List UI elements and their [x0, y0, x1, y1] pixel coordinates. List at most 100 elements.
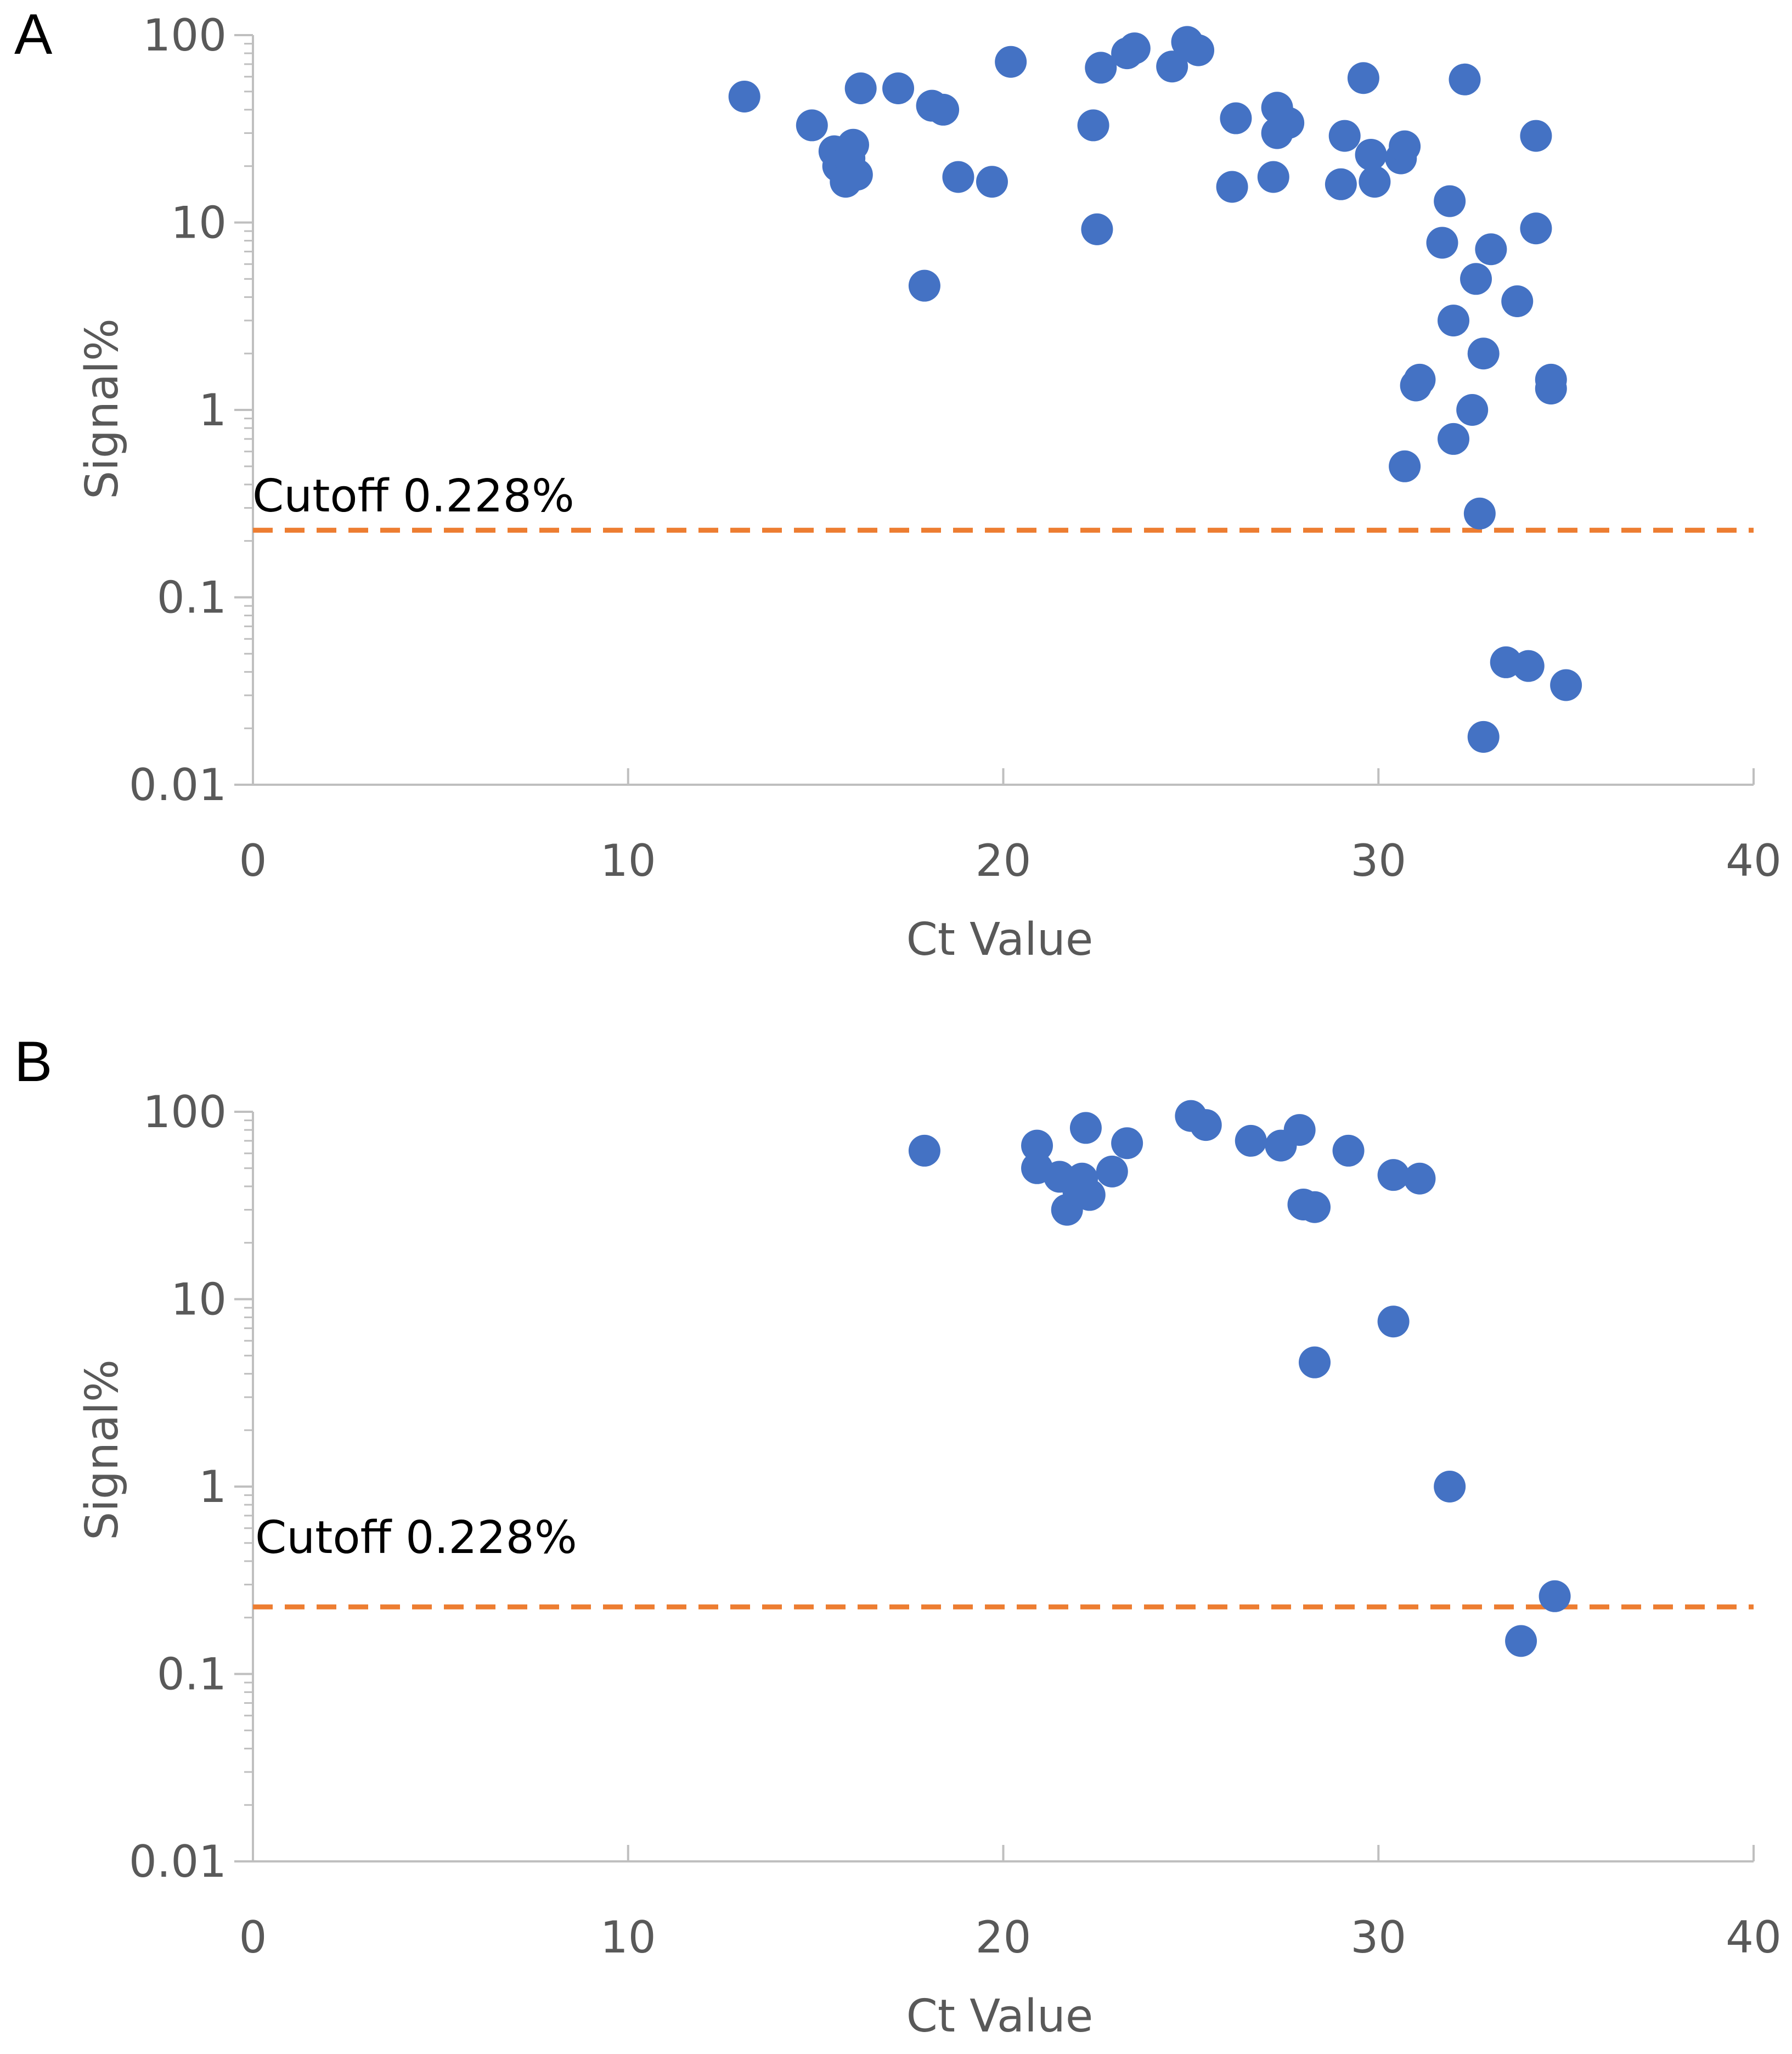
data-point — [976, 166, 1008, 198]
data-point — [844, 72, 877, 104]
data-point — [1347, 62, 1379, 94]
plot-area-b: 0.01 0.1 1 10 100 0 10 20 30 40 — [129, 1087, 1782, 1963]
data-point — [1438, 423, 1469, 455]
data-point — [1449, 63, 1481, 95]
data-point — [1299, 1346, 1331, 1378]
data-point — [1096, 1155, 1128, 1188]
data-point — [1216, 171, 1248, 203]
data-point — [1332, 1134, 1365, 1167]
y-tick-label: 0.01 — [129, 1836, 227, 1887]
data-point — [837, 128, 869, 161]
data-point — [1389, 130, 1421, 162]
data-point — [1077, 109, 1109, 142]
data-point — [1283, 1114, 1316, 1146]
data-point — [728, 80, 760, 112]
data-point — [908, 269, 940, 302]
data-point — [841, 159, 873, 191]
data-point — [995, 46, 1027, 78]
data-point — [1355, 138, 1387, 171]
x-tick-label: 40 — [1726, 835, 1782, 886]
data-point — [1460, 263, 1492, 295]
data-point — [1085, 52, 1117, 84]
panel-label: A — [14, 3, 53, 66]
y-tick-label: 1 — [199, 385, 227, 436]
data-point — [1182, 34, 1215, 66]
y-minor-ticks — [244, 1119, 253, 1806]
x-tick-label: 30 — [1350, 835, 1406, 886]
data-point — [1328, 120, 1361, 152]
data-point — [1220, 102, 1252, 134]
data-point — [1377, 1305, 1410, 1338]
data-point — [1467, 721, 1500, 753]
y-tick-label: 10 — [171, 1274, 227, 1325]
data-point — [1520, 120, 1552, 152]
x-axis-title: Ct Value — [906, 914, 1094, 966]
data-point — [1539, 1580, 1571, 1612]
y-tick-label: 100 — [143, 10, 227, 61]
data-point — [1475, 233, 1507, 266]
data-point — [1404, 363, 1436, 396]
x-tick-label: 40 — [1726, 1912, 1782, 1963]
panel-a: A 0.01 0.1 1 10 100 0 10 20 30 40 Ct Value Signal… — [14, 3, 1782, 966]
data-point — [1272, 106, 1305, 139]
data-points — [908, 1100, 1571, 1657]
y-axis-title: Signal% — [76, 1359, 128, 1540]
data-point — [1434, 1471, 1466, 1502]
x-tick-label: 0 — [239, 835, 267, 886]
data-point — [1434, 185, 1466, 217]
y-tick-label: 100 — [143, 1087, 227, 1138]
data-point — [1235, 1124, 1267, 1157]
y-tick-label: 0.01 — [129, 759, 227, 811]
data-point — [1377, 1159, 1410, 1191]
data-point — [908, 1134, 940, 1167]
data-point — [1257, 161, 1289, 193]
data-point — [1073, 1179, 1106, 1211]
y-tick-label: 0.1 — [157, 572, 227, 623]
data-point — [1456, 394, 1489, 426]
chart-b-svg: B 0.01 0.1 1 10 100 0 10 20 30 40 Ct Value Signal… — [14, 1030, 1782, 2042]
x-tick-label: 10 — [600, 835, 656, 886]
x-tick-label: 30 — [1350, 1912, 1406, 1963]
data-point — [1426, 227, 1458, 259]
x-tick-label: 20 — [976, 835, 1032, 886]
data-point — [1535, 373, 1567, 405]
data-point — [1389, 450, 1421, 482]
x-axis-title: Ct Value — [906, 1990, 1094, 2042]
panel-b: B 0.01 0.1 1 10 100 0 10 20 30 40 Ct Value Signal… — [0, 1027, 1792, 2054]
data-point — [1190, 1109, 1222, 1141]
data-point — [1111, 1127, 1143, 1160]
data-point — [1325, 168, 1357, 200]
data-point — [1299, 1191, 1331, 1223]
data-point — [882, 72, 915, 104]
data-point — [1118, 32, 1151, 65]
panel-label: B — [14, 1030, 52, 1094]
cutoff-label: Cutoff 0.228% — [252, 470, 574, 522]
cutoff-label: Cutoff 0.228% — [255, 1512, 577, 1564]
data-point — [1156, 50, 1188, 83]
chart-a-svg: A 0.01 0.1 1 10 100 0 10 20 30 40 Ct Value Signal… — [14, 3, 1782, 966]
y-tick-label: 0.1 — [157, 1649, 227, 1700]
y-axis-title: Signal% — [76, 318, 128, 499]
data-point — [942, 161, 974, 193]
plot-area-a: 0.01 0.1 1 10 100 0 10 20 30 40 — [129, 10, 1782, 886]
data-point — [1505, 1625, 1537, 1657]
data-point — [796, 109, 828, 142]
x-tick-label: 0 — [239, 1912, 267, 1963]
data-point — [1404, 1162, 1436, 1195]
data-point — [1463, 497, 1496, 530]
data-point — [1467, 337, 1500, 370]
data-point — [927, 93, 960, 126]
y-minor-ticks — [244, 43, 253, 729]
data-point — [1438, 305, 1469, 337]
data-point — [1512, 650, 1545, 682]
data-point — [1069, 1112, 1102, 1144]
data-point — [1520, 212, 1552, 245]
data-point — [1021, 1129, 1053, 1162]
data-point — [1081, 213, 1113, 245]
x-tick-label: 10 — [600, 1912, 656, 1963]
data-point — [1501, 285, 1534, 318]
data-points — [728, 26, 1582, 753]
x-tick-label: 20 — [976, 1912, 1032, 1963]
y-tick-label: 1 — [199, 1461, 227, 1512]
data-point — [1550, 669, 1582, 701]
